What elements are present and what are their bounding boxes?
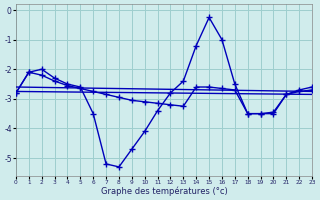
X-axis label: Graphe des températures (°c): Graphe des températures (°c) [101,186,228,196]
